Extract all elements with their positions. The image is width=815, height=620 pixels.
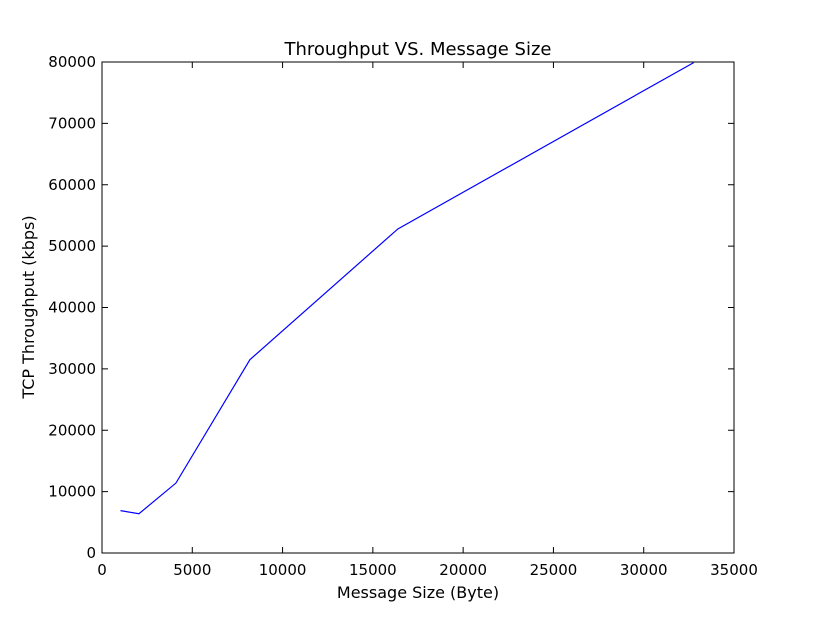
y-tick-label: 0 bbox=[86, 544, 96, 562]
chart-title: Throughput VS. Message Size bbox=[283, 39, 551, 60]
y-tick-label: 50000 bbox=[48, 237, 96, 255]
x-tick-label: 5000 bbox=[173, 561, 211, 579]
y-tick-label: 20000 bbox=[48, 421, 96, 439]
y-tick-label: 80000 bbox=[48, 53, 96, 71]
y-tick-label: 40000 bbox=[48, 299, 96, 317]
x-tick-label: 25000 bbox=[530, 561, 578, 579]
y-tick-label: 10000 bbox=[48, 483, 96, 501]
x-tick-label: 35000 bbox=[710, 561, 758, 579]
y-tick-label: 70000 bbox=[48, 114, 96, 132]
x-tick-label: 30000 bbox=[620, 561, 668, 579]
x-tick-label: 20000 bbox=[439, 561, 487, 579]
x-tick-label: 0 bbox=[97, 561, 107, 579]
series-layer bbox=[120, 63, 693, 514]
y-axis-label: TCP Throughput (kbps) bbox=[19, 215, 38, 399]
plot-frame bbox=[102, 62, 734, 553]
y-tick-label: 30000 bbox=[48, 360, 96, 378]
x-tick-label: 15000 bbox=[349, 561, 397, 579]
x-axis-label: Message Size (Byte) bbox=[337, 583, 499, 602]
x-tick-label: 10000 bbox=[259, 561, 307, 579]
y-tick-label: 60000 bbox=[48, 176, 96, 194]
series-line bbox=[120, 63, 693, 514]
